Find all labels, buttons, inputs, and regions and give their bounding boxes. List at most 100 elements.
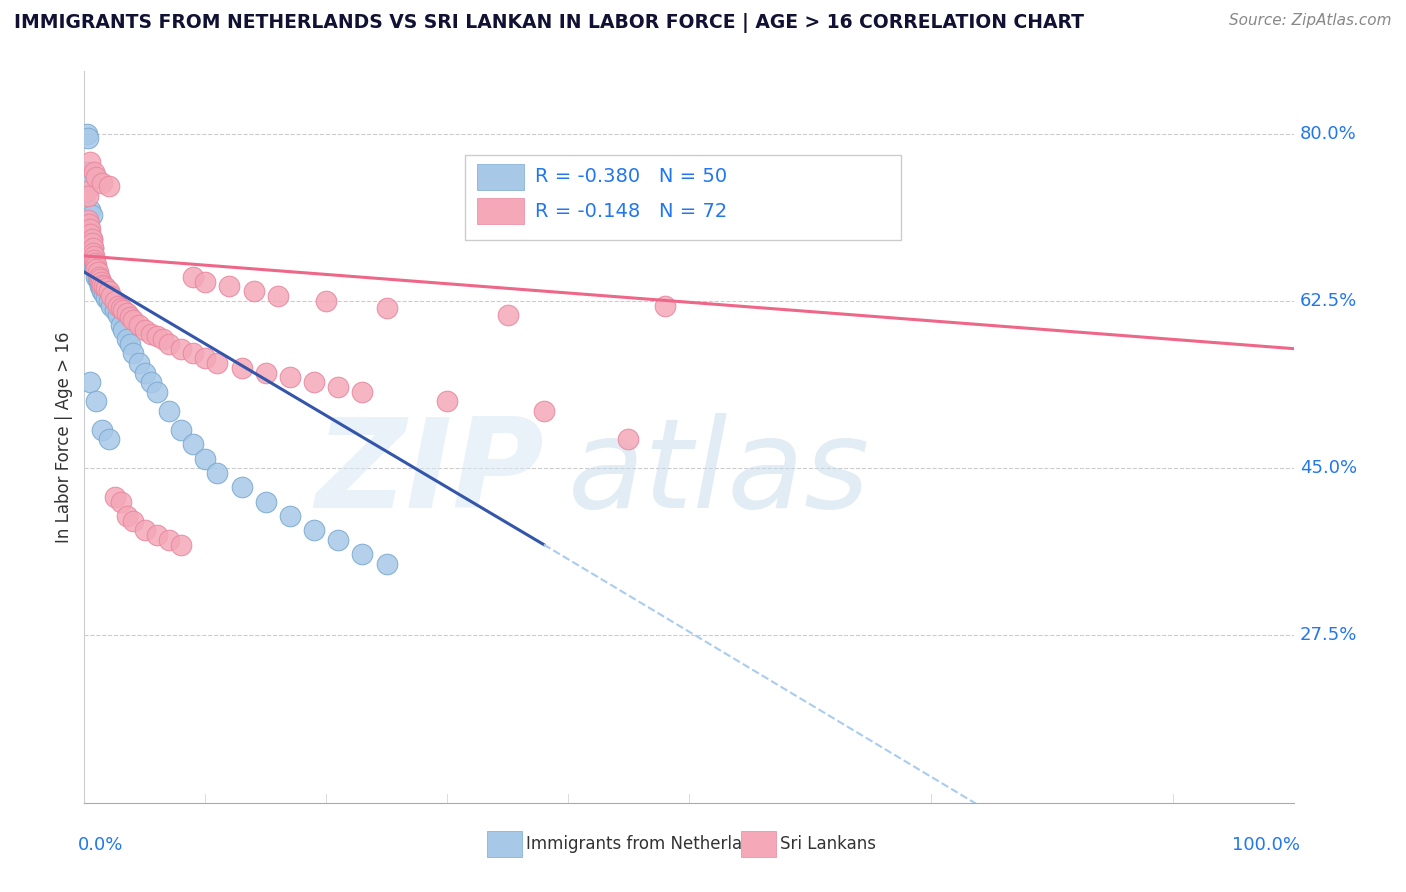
Point xyxy=(93,279,115,293)
Point xyxy=(77,218,100,232)
Text: Immigrants from Netherlands: Immigrants from Netherlands xyxy=(526,835,772,853)
Point xyxy=(170,538,193,552)
Point xyxy=(170,342,193,356)
Point xyxy=(146,329,169,343)
Point xyxy=(231,360,253,375)
Point xyxy=(107,299,129,313)
Point xyxy=(100,289,122,303)
Point xyxy=(157,404,180,418)
Point xyxy=(375,301,398,315)
Point xyxy=(121,346,143,360)
Point xyxy=(86,262,108,277)
Point xyxy=(89,272,111,286)
Point xyxy=(120,310,142,324)
Point xyxy=(84,255,107,269)
Point xyxy=(115,332,138,346)
Point xyxy=(79,375,101,389)
Text: 62.5%: 62.5% xyxy=(1299,292,1357,310)
Point xyxy=(79,202,101,217)
Text: 100.0%: 100.0% xyxy=(1232,836,1299,854)
Point xyxy=(77,165,100,179)
Point xyxy=(83,260,105,275)
Text: ZIP: ZIP xyxy=(315,413,544,534)
Text: IMMIGRANTS FROM NETHERLANDS VS SRI LANKAN IN LABOR FORCE | AGE > 16 CORRELATION : IMMIGRANTS FROM NETHERLANDS VS SRI LANKA… xyxy=(14,13,1084,33)
Point xyxy=(617,433,640,447)
Point xyxy=(86,265,108,279)
Point xyxy=(80,236,103,251)
Point xyxy=(533,404,555,418)
Point xyxy=(302,524,325,538)
Point xyxy=(79,155,101,169)
Text: R = -0.380   N = 50: R = -0.380 N = 50 xyxy=(536,167,727,186)
Point xyxy=(231,480,253,494)
Point xyxy=(97,285,120,299)
Point xyxy=(496,308,519,322)
Point xyxy=(86,265,108,279)
Point xyxy=(152,332,174,346)
Point xyxy=(352,384,374,399)
Point xyxy=(80,232,103,246)
Point xyxy=(87,269,110,284)
Point xyxy=(146,528,169,542)
Point xyxy=(207,356,229,370)
Point xyxy=(146,384,169,399)
Point xyxy=(110,318,132,332)
Point xyxy=(80,232,103,246)
Point xyxy=(86,169,108,184)
Text: atlas: atlas xyxy=(568,413,870,534)
Point xyxy=(128,318,150,332)
Point xyxy=(77,174,100,188)
Point xyxy=(90,281,112,295)
Point xyxy=(128,356,150,370)
Point xyxy=(97,293,120,308)
Text: R = -0.148   N = 72: R = -0.148 N = 72 xyxy=(536,202,728,220)
Point xyxy=(82,246,104,260)
Point xyxy=(104,490,127,504)
Point xyxy=(170,423,193,437)
Point xyxy=(82,241,104,255)
Y-axis label: In Labor Force | Age > 16: In Labor Force | Age > 16 xyxy=(55,331,73,543)
Point xyxy=(91,277,114,292)
Point xyxy=(76,184,98,198)
Point xyxy=(218,279,240,293)
Point xyxy=(278,508,301,523)
Point xyxy=(315,293,337,308)
FancyBboxPatch shape xyxy=(741,830,776,857)
Point xyxy=(82,251,104,265)
Point xyxy=(254,366,277,380)
Point xyxy=(97,433,120,447)
Point xyxy=(181,437,204,451)
Point xyxy=(121,514,143,528)
Point xyxy=(278,370,301,384)
Point xyxy=(94,281,117,295)
Point xyxy=(375,557,398,571)
Point xyxy=(436,394,458,409)
Point xyxy=(112,303,135,318)
Point xyxy=(207,466,229,480)
FancyBboxPatch shape xyxy=(486,830,522,857)
Point xyxy=(76,127,98,141)
Text: 0.0%: 0.0% xyxy=(79,836,124,854)
Text: 27.5%: 27.5% xyxy=(1299,626,1357,645)
Point xyxy=(79,222,101,236)
Point xyxy=(83,165,105,179)
Point xyxy=(121,313,143,327)
Point xyxy=(90,275,112,289)
Point xyxy=(328,533,350,547)
Point xyxy=(181,346,204,360)
Point xyxy=(80,208,103,222)
Point xyxy=(107,308,129,322)
Point xyxy=(110,301,132,315)
FancyBboxPatch shape xyxy=(465,155,901,240)
Point xyxy=(83,252,105,267)
Point xyxy=(157,336,180,351)
Point xyxy=(134,524,156,538)
Point xyxy=(77,188,100,202)
Point xyxy=(654,299,676,313)
Point xyxy=(91,423,114,437)
Point xyxy=(79,227,101,241)
Text: 80.0%: 80.0% xyxy=(1299,125,1357,143)
Point xyxy=(104,293,127,308)
Point xyxy=(93,287,115,301)
Point xyxy=(328,380,350,394)
